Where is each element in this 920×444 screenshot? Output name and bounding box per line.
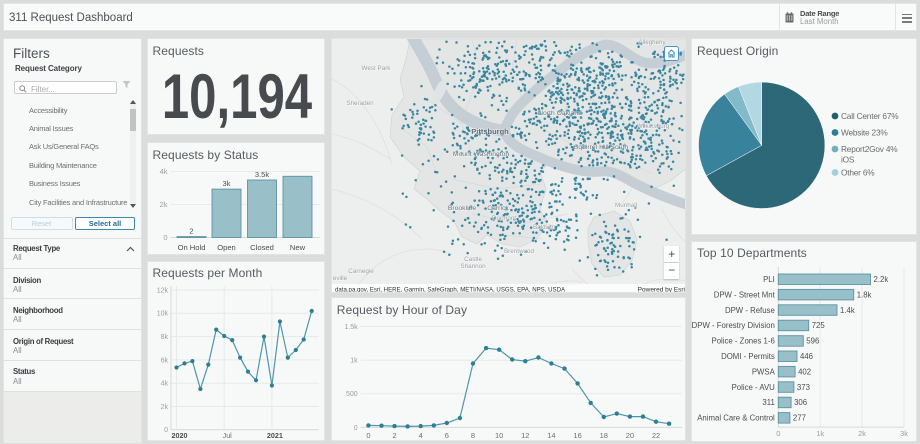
svg-text:1k: 1k (816, 429, 824, 438)
svg-text:1k: 1k (350, 358, 358, 365)
svg-text:Castle: Castle (464, 256, 482, 263)
svg-text:eville: eville (333, 275, 348, 282)
svg-text:Website 23%: Website 23% (841, 128, 888, 138)
svg-text:Police - AVU: Police - AVU (732, 382, 776, 391)
svg-text:Brookline: Brookline (448, 205, 477, 212)
svg-text:Baldwin: Baldwin (533, 224, 556, 231)
svg-text:Wilkinsburg: Wilkinsburg (637, 123, 670, 130)
svg-text:Carnegie: Carnegie (348, 268, 374, 275)
svg-text:0: 0 (366, 431, 370, 440)
svg-text:iOS: iOS (841, 155, 855, 165)
svg-text:16: 16 (573, 431, 581, 440)
svg-text:306: 306 (794, 398, 807, 407)
svg-text:Allegheny: Allegheny (638, 39, 666, 46)
svg-text:8: 8 (471, 431, 475, 440)
svg-text:Brentwood: Brentwood (504, 248, 535, 255)
svg-text:Powered by Esri: Powered by Esri (637, 286, 684, 292)
svg-text:Munhall: Munhall (615, 202, 637, 209)
svg-text:3.5k: 3.5k (254, 170, 268, 179)
svg-text:2.2k: 2.2k (874, 275, 889, 284)
svg-text:Animal Care & Control: Animal Care & Control (697, 413, 775, 422)
svg-text:Closed: Closed (250, 243, 274, 252)
svg-text:2k: 2k (159, 200, 167, 209)
svg-text:Carrick: Carrick (487, 205, 509, 212)
svg-text:Call Center 67%: Call Center 67% (841, 111, 899, 121)
svg-text:1.8k: 1.8k (857, 290, 872, 299)
svg-text:On Hold: On Hold (177, 243, 205, 252)
svg-text:12: 12 (521, 431, 529, 440)
svg-text:12k: 12k (156, 287, 168, 294)
svg-text:DPW - Refuse: DPW - Refuse (725, 305, 775, 314)
svg-text:22: 22 (652, 431, 660, 440)
svg-text:10k: 10k (156, 310, 168, 317)
svg-text:Other 6%: Other 6% (841, 168, 875, 178)
svg-text:277: 277 (793, 413, 806, 422)
svg-text:1.4k: 1.4k (840, 305, 855, 314)
svg-text:Report2Gov 4%: Report2Gov 4% (841, 144, 898, 154)
svg-text:2021: 2021 (266, 431, 282, 440)
svg-text:Police - Zones 1-6: Police - Zones 1-6 (712, 336, 775, 345)
svg-text:500: 500 (346, 391, 358, 398)
svg-text:725: 725 (812, 321, 826, 330)
svg-text:0: 0 (163, 233, 167, 242)
svg-text:4k: 4k (159, 167, 167, 176)
svg-text:3k: 3k (900, 429, 908, 438)
svg-text:18: 18 (599, 431, 607, 440)
svg-text:DOMI - Permits: DOMI - Permits (721, 352, 775, 361)
svg-text:DPW - Street Mnt: DPW - Street Mnt (714, 290, 776, 299)
svg-text:402: 402 (798, 367, 811, 376)
svg-text:2k: 2k (160, 404, 168, 411)
svg-text:2: 2 (392, 431, 396, 440)
svg-text:North Oakland: North Oakland (538, 110, 582, 117)
svg-text:14: 14 (547, 431, 555, 440)
svg-text:Dormont: Dormont (492, 215, 516, 222)
svg-text:8k: 8k (160, 334, 168, 341)
svg-text:10: 10 (495, 431, 503, 440)
svg-text:Pittsburgh: Pittsburgh (471, 127, 509, 136)
svg-text:West Park: West Park (361, 65, 391, 72)
svg-text:DPW - Forestry Division: DPW - Forestry Division (692, 321, 775, 330)
svg-text:Open: Open (217, 243, 236, 252)
svg-text:PLI: PLI (763, 275, 775, 284)
svg-text:2k: 2k (858, 429, 866, 438)
svg-text:2: 2 (189, 227, 193, 236)
svg-text:0: 0 (776, 429, 780, 438)
svg-text:0: 0 (354, 425, 358, 432)
svg-text:Sheraden: Sheraden (346, 100, 374, 107)
svg-text:Shannon: Shannon (460, 263, 486, 270)
svg-text:6: 6 (445, 431, 449, 440)
svg-text:2020: 2020 (171, 431, 187, 440)
svg-text:3k: 3k (222, 179, 230, 188)
svg-text:0: 0 (164, 427, 168, 434)
svg-text:446: 446 (800, 352, 813, 361)
svg-text:PWSA: PWSA (752, 367, 776, 376)
svg-text:311: 311 (762, 398, 774, 407)
svg-text:New: New (289, 243, 305, 252)
svg-text:596: 596 (806, 336, 819, 345)
svg-text:Mount Washington: Mount Washington (453, 151, 510, 158)
svg-text:4k: 4k (160, 380, 168, 387)
svg-text:data.pa.gov, Esri, HERE, Garmi: data.pa.gov, Esri, HERE, Garmin, SafeGra… (335, 286, 566, 292)
svg-text:Jul: Jul (222, 431, 232, 440)
svg-text:6k: 6k (160, 357, 168, 364)
svg-text:Squirrel Hill South: Squirrel Hill South (574, 144, 629, 151)
svg-text:1.5k: 1.5k (344, 324, 358, 331)
svg-text:373: 373 (797, 382, 810, 391)
svg-text:4: 4 (418, 431, 422, 440)
svg-text:20: 20 (626, 431, 634, 440)
